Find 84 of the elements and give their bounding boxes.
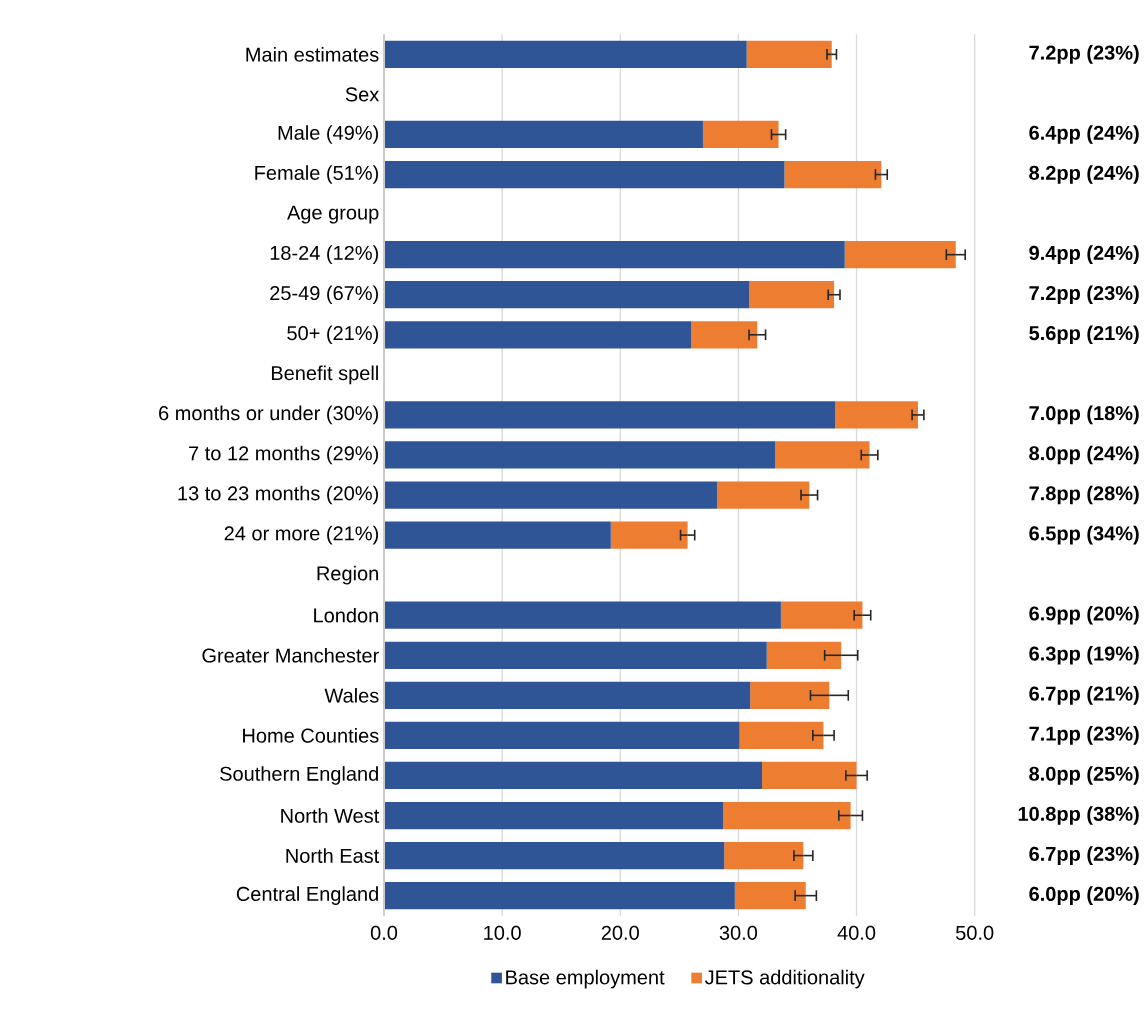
bar <box>835 401 918 429</box>
bar <box>610 521 688 549</box>
data-label: 8.0pp (25%) <box>1029 766 1139 785</box>
bar <box>775 441 870 469</box>
bar <box>384 281 750 309</box>
y-tick-label: Home Counties <box>243 728 379 743</box>
y-tick-label: Region <box>317 565 378 585</box>
bar <box>749 281 835 309</box>
bar <box>750 681 830 709</box>
data-label: 9.4pp (24%) <box>1029 245 1139 264</box>
y-tick-label: 7 to 12 months (29%) <box>189 445 379 465</box>
bar <box>384 40 747 68</box>
legend-label: Base employment <box>506 969 665 989</box>
bar <box>844 241 956 269</box>
bar <box>384 601 781 629</box>
bar <box>691 321 758 349</box>
bar <box>384 641 767 669</box>
y-tick-label: 13 to 23 months (20%) <box>178 485 379 505</box>
y-tick-label: London <box>314 607 378 623</box>
bar <box>723 801 851 830</box>
legend-label: JETS additionality <box>704 969 865 989</box>
data-label: 6.0pp (20%) <box>1029 886 1139 905</box>
bar <box>384 481 718 509</box>
y-tick-label: North East <box>286 848 380 863</box>
bar <box>766 641 842 669</box>
y-tick-label: 50+ (21%) <box>287 325 379 345</box>
y-tick-label: Central England <box>236 886 378 905</box>
bar <box>384 441 776 469</box>
bar <box>780 601 863 629</box>
data-label: 7.0pp (18%) <box>1029 405 1139 425</box>
bar <box>746 40 832 68</box>
bar <box>739 721 824 750</box>
y-tick-label: Wales <box>324 688 379 703</box>
bar <box>384 841 725 870</box>
y-tick-label: Southern England <box>220 766 378 785</box>
data-label: 5.6pp (21%) <box>1029 325 1139 345</box>
y-tick-label: Female (51%) <box>255 165 379 184</box>
data-label: 7.1pp (23%) <box>1029 726 1139 745</box>
y-tick-label: Age group <box>287 205 379 224</box>
y-tick-label: Main estimates <box>246 47 379 62</box>
x-tick-label: 10.0 <box>484 925 521 940</box>
x-tick-label: 20.0 <box>601 925 639 940</box>
bar <box>384 241 845 269</box>
bar <box>702 120 779 149</box>
y-tick-label: Greater Manchester <box>202 647 379 663</box>
y-tick-label: Benefit spell <box>271 365 378 385</box>
data-label: 7.2pp (23%) <box>1029 45 1139 64</box>
bar <box>784 160 882 189</box>
x-tick-label: 0.0 <box>370 925 398 940</box>
x-tick-label: 40.0 <box>837 925 876 940</box>
bar <box>384 160 785 189</box>
x-tick-label: 50.0 <box>956 925 994 940</box>
y-tick-label: 25-49 (67%) <box>270 285 379 305</box>
bar <box>384 681 751 709</box>
y-tick-label: Sex <box>345 87 380 102</box>
y-tick-label: 6 months or under (30%) <box>159 405 379 425</box>
bar <box>717 481 810 509</box>
data-label: 8.2pp (24%) <box>1029 165 1139 184</box>
y-tick-label: 24 or more (21%) <box>224 525 379 545</box>
bar <box>762 761 857 790</box>
bar <box>724 841 804 870</box>
y-tick-label: 18-24 (12%) <box>270 245 379 264</box>
bar <box>384 721 740 750</box>
bar <box>384 882 735 910</box>
bar <box>384 761 763 790</box>
data-label: 7.8pp (28%) <box>1029 485 1139 505</box>
bar <box>384 401 836 429</box>
y-tick-label: Male (49%) <box>278 125 379 144</box>
data-label: 6.3pp (19%) <box>1029 645 1139 665</box>
data-label: 6.4pp (24%) <box>1029 125 1139 144</box>
data-label: 10.8pp (38%) <box>1018 806 1139 825</box>
bar <box>384 801 724 830</box>
data-label: 6.7pp (23%) <box>1029 846 1139 865</box>
data-label: 6.9pp (20%) <box>1029 605 1139 625</box>
bar <box>384 120 703 149</box>
bar <box>384 321 692 349</box>
bar <box>384 521 611 549</box>
bar <box>734 882 806 910</box>
data-label: 6.5pp (34%) <box>1029 525 1139 545</box>
y-tick-label: North West <box>281 808 380 823</box>
data-label: 8.0pp (24%) <box>1029 445 1139 465</box>
data-label: 6.7pp (21%) <box>1029 686 1139 705</box>
x-tick-label: 30.0 <box>719 925 758 940</box>
data-label: 7.2pp (23%) <box>1029 285 1139 305</box>
